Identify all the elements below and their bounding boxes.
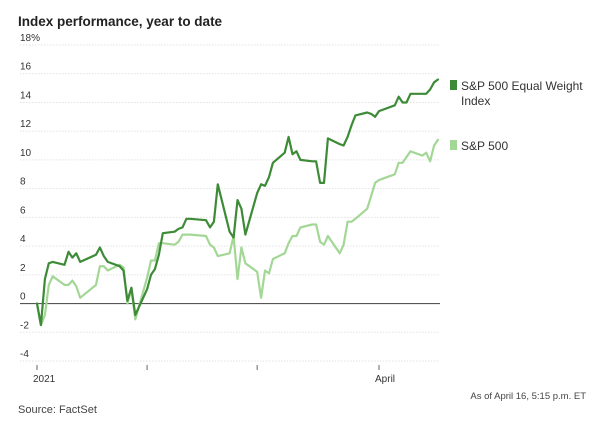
x-tick-label: April (375, 374, 395, 385)
x-tick-label: 2021 (33, 374, 56, 385)
series-line-s-p-500 (35, 138, 440, 327)
y-axis-ticks: 18% 16 14 12 10 8 6 4 2 0 -2 -4 (20, 33, 40, 360)
source-note: Source: FactSet (18, 404, 97, 416)
chart-title: Index performance, year to date (18, 14, 223, 29)
y-tick-label: 2 (20, 263, 26, 274)
legend-label: S&P 500 (461, 139, 508, 153)
y-tick-label: 16 (20, 62, 32, 73)
legend-label: Index (461, 94, 490, 108)
legend-label: S&P 500 Equal Weight (461, 79, 583, 93)
y-tick-label: 12 (20, 119, 32, 130)
y-tick-label: 4 (20, 234, 26, 245)
y-tick-label: 6 (20, 205, 26, 216)
y-tick-label: -2 (20, 320, 29, 331)
legend-swatch (450, 140, 457, 150)
legend-swatch (450, 80, 457, 90)
y-tick-label: 14 (20, 90, 32, 101)
series-lines (35, 78, 440, 327)
series-line-s-p-500-equal-weight-index (35, 78, 440, 327)
gridlines (20, 44, 440, 362)
y-tick-label: 8 (20, 177, 26, 188)
timestamp-note: As of April 16, 5:15 p.m. ET (470, 391, 586, 402)
y-tick-label: 10 (20, 148, 32, 159)
y-tick-label: 18% (20, 33, 40, 44)
y-tick-label: -4 (20, 349, 29, 360)
x-axis-ticks: 2021 April (33, 365, 395, 385)
y-tick-label: 0 (20, 292, 26, 303)
